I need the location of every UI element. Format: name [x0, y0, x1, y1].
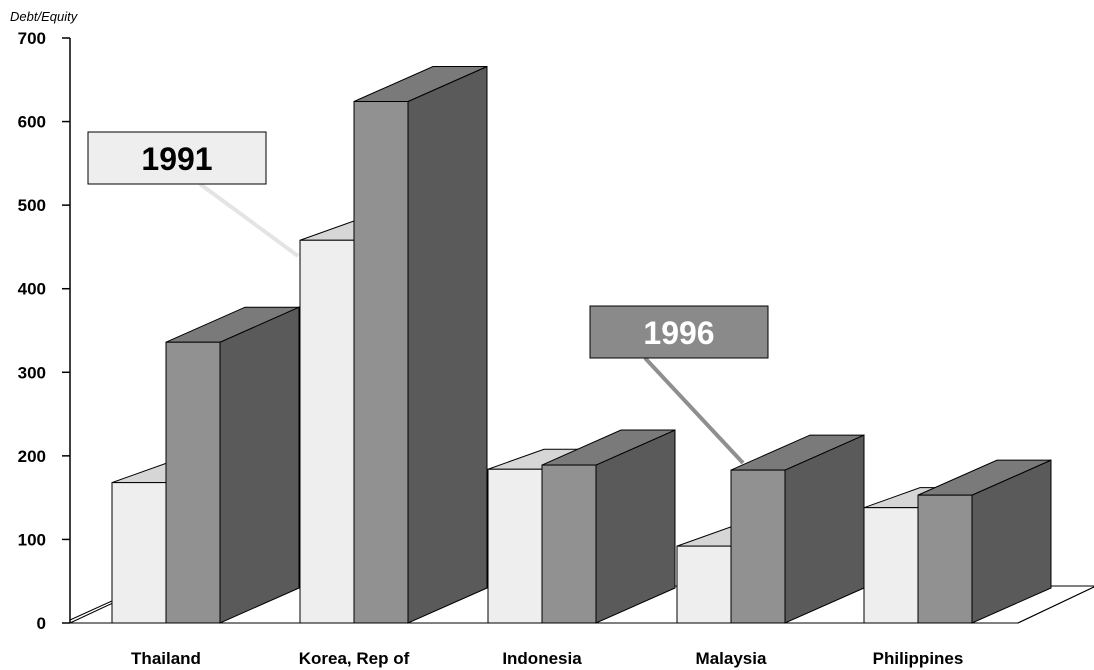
callout-box [87, 131, 267, 185]
callout-label: 1991 [141, 141, 212, 177]
floor-right-edge [1017, 586, 1094, 624]
x-tick-label: Korea, Rep of [299, 649, 410, 668]
x-tick-label: Malaysia [696, 649, 767, 668]
y-tick-label: 300 [18, 363, 46, 382]
bar-1996 [541, 464, 597, 624]
bar-1996-side [407, 65, 488, 624]
bar-1991 [676, 545, 732, 624]
x-tick-label: Thailand [131, 649, 201, 668]
bar-1996-side [219, 306, 300, 624]
bar-1991 [111, 482, 167, 624]
callout-leader-line [198, 182, 300, 258]
y-tick-label: 500 [18, 196, 46, 215]
y-axis: 0 100 200 300 400 500 600 700 [18, 29, 71, 633]
bar-1996 [353, 101, 409, 624]
bar-1996 [917, 494, 973, 624]
callouts: 1991 1996 [87, 131, 769, 465]
y-axis-title: Debt/Equity [10, 9, 79, 24]
y-tick-label: 600 [18, 113, 46, 132]
callout-box [589, 305, 769, 359]
x-axis-labels: Thailand Korea, Rep of Indonesia Malaysia Ph… [131, 649, 963, 668]
callout-leader-line [643, 356, 745, 465]
y-tick-label: 100 [18, 530, 46, 549]
y-tick-label: 200 [18, 447, 46, 466]
y-tick-label: 700 [18, 29, 46, 48]
x-tick-label: Philippines [873, 649, 964, 668]
bars [111, 65, 1052, 624]
bar-1996 [730, 469, 786, 624]
bar-1991 [863, 507, 919, 624]
y-tick-label: 0 [37, 614, 46, 633]
x-tick-label: Indonesia [502, 649, 582, 668]
bar-1991 [487, 468, 543, 624]
bar-1996 [165, 341, 221, 624]
callout-label: 1996 [643, 315, 714, 351]
bar-1991 [299, 239, 355, 624]
y-tick-label: 400 [18, 280, 46, 299]
